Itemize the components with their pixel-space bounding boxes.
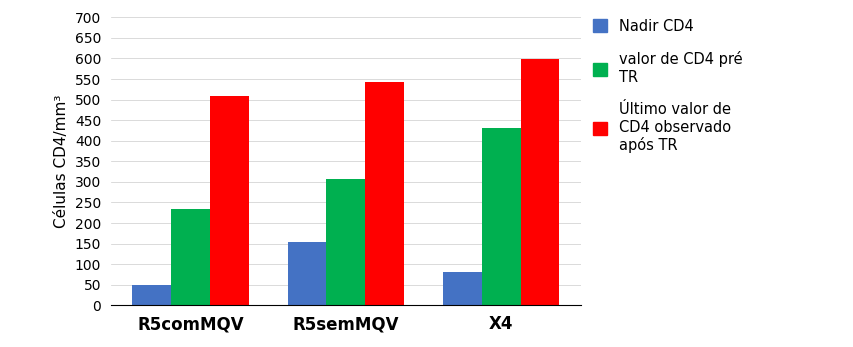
Bar bbox=[171, 210, 210, 305]
Bar bbox=[287, 242, 326, 305]
Bar bbox=[481, 128, 520, 305]
Bar bbox=[443, 272, 481, 305]
Bar bbox=[132, 285, 171, 305]
Bar bbox=[210, 95, 248, 305]
Bar bbox=[326, 179, 365, 305]
Legend: Nadir CD4, valor de CD4 pré
TR, Último valor de
CD4 observado
após TR: Nadir CD4, valor de CD4 pré TR, Último v… bbox=[592, 19, 742, 153]
Bar bbox=[520, 59, 559, 305]
Y-axis label: Células CD4/mm³: Células CD4/mm³ bbox=[55, 95, 69, 228]
Bar bbox=[365, 82, 403, 305]
